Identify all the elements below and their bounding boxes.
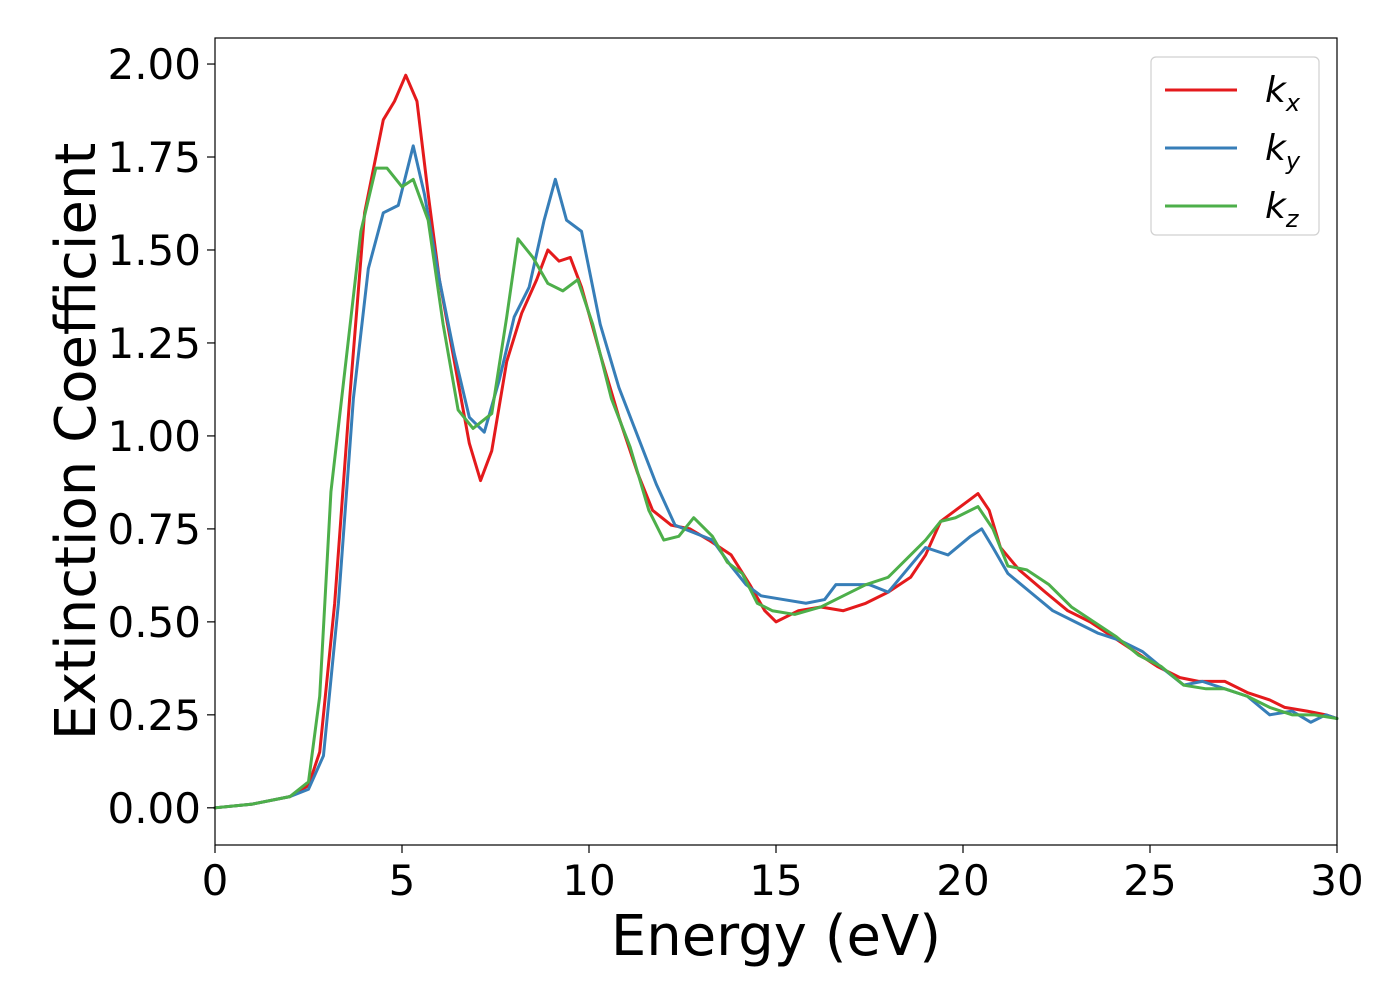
y-axis: 0.00 0.25 0.50 0.75 1.00 1.25 1.50 1.75 2.00 xyxy=(107,40,215,833)
x-tick-label: 5 xyxy=(389,856,416,905)
series-layer xyxy=(213,73,1339,810)
y-tick-label: 0.75 xyxy=(107,505,201,554)
y-tick-label: 1.50 xyxy=(107,226,201,275)
y-tick-label: 2.00 xyxy=(107,40,201,89)
legend-label-x: kx xyxy=(1265,70,1301,117)
legend-label-subscript: z xyxy=(1285,205,1300,233)
x-tick-label: 25 xyxy=(1123,856,1176,905)
legend-label-subscript: x xyxy=(1285,89,1301,117)
x-tick-label: 20 xyxy=(936,856,989,905)
series-line-y xyxy=(213,144,1339,810)
x-tick-label: 10 xyxy=(562,856,615,905)
legend-label-base: k xyxy=(1265,70,1288,111)
legend-label-subscript: y xyxy=(1285,147,1301,175)
legend-label-base: k xyxy=(1265,128,1288,169)
x-tick-label: 0 xyxy=(202,856,229,905)
x-axis-title: Energy (eV) xyxy=(611,904,941,969)
y-tick-label: 1.75 xyxy=(107,133,201,182)
y-tick-label: 0.50 xyxy=(107,598,201,647)
legend-label-y: ky xyxy=(1265,128,1301,175)
y-tick-label: 0.25 xyxy=(107,691,201,740)
y-axis-title: Extinction Coefficient xyxy=(44,143,109,741)
y-tick-label: 0.00 xyxy=(107,784,201,833)
series-line-z xyxy=(213,166,1339,810)
y-tick-label: 1.25 xyxy=(107,319,201,368)
x-axis: 0 5 10 15 20 25 30 xyxy=(202,845,1364,905)
x-tick-label: 15 xyxy=(749,856,802,905)
legend-label-base: k xyxy=(1265,186,1288,227)
y-tick-label: 1.00 xyxy=(107,412,201,461)
x-tick-label: 30 xyxy=(1310,856,1363,905)
legend-box xyxy=(1150,56,1320,236)
legend-label-z: kz xyxy=(1265,186,1300,233)
